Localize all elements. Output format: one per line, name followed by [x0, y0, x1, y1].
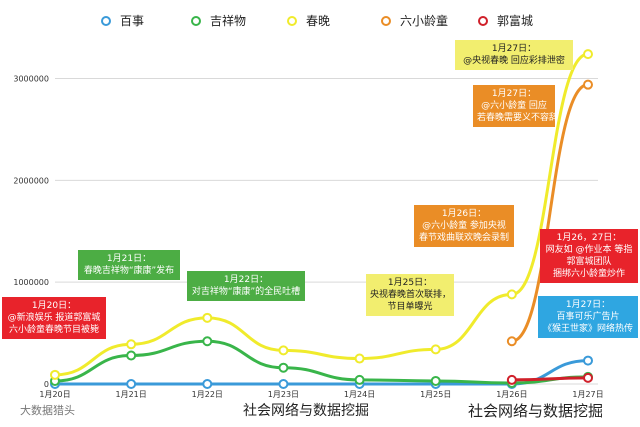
annotation-line: 若春晚需要义不容辞 — [477, 113, 559, 123]
x-tick-label: 1月25日 — [420, 390, 451, 399]
annotation-jan21: 1月21日： 春晚吉祥物“康康”发布 — [78, 250, 180, 280]
data-point — [278, 362, 289, 373]
series-line-2 — [54, 52, 589, 377]
x-tick-label: 1月27日 — [572, 390, 603, 399]
annotation-line: 1月20日： — [31, 301, 77, 311]
data-point — [126, 379, 137, 389]
watermark-center: 社会网络与数据挖掘 — [243, 403, 369, 419]
annotation-line: 节目单曝光 — [387, 302, 433, 312]
y-tick-label: 3000000 — [13, 75, 49, 84]
data-point — [202, 312, 213, 323]
annotation-line: 春节戏曲联欢晚会录制 — [418, 233, 509, 243]
annotation-jan27-pepsi: 1月27日： 百事可乐广告片《猴王世家》网络热传 — [538, 296, 638, 338]
x-tick-label: 1月23日 — [268, 390, 299, 399]
legend-label: 春晚 — [306, 14, 330, 28]
data-point — [583, 79, 593, 90]
annotation-jan27-liuxiaolingtong: 1月27日： @六小龄童 回应若春晚需要义不容辞 — [473, 85, 559, 127]
x-tick-label: 1月21日 — [116, 390, 147, 399]
annotation-jan26-liuxiaolingtong: 1月26日： @六小龄童 参加央视 春节戏曲联欢晚会录制 — [414, 205, 514, 247]
series-lines — [50, 49, 593, 389]
legend-marker — [478, 16, 488, 26]
annotation-line: 网友如 @作业本 等指 — [545, 245, 633, 255]
data-point — [506, 289, 517, 300]
annotation-jan27-chunwan: 1月27日： @央视春晚 回应彩排泄密 — [455, 40, 573, 70]
annotation-line: 央视春晚首次联排， — [370, 290, 452, 300]
annotation-line: 1月26日： — [441, 209, 487, 219]
annotation-jan26-27-guofucheng: 1月26，27日： 网友如 @作业本 等指 郭富城团队捆绑六小龄童炒作 — [540, 229, 638, 283]
annotation-line: 1月26，27日： — [556, 233, 622, 243]
data-point — [354, 353, 365, 364]
annotation-line: 1月27日： — [491, 89, 537, 99]
annotation-line: 1月22日： — [223, 275, 269, 285]
x-axis-ticks: 1月20日 1月21日 1月22日 1月23日 1月24日 1月25日 1月26日 1月27日 — [39, 390, 603, 399]
x-tick-label: 1月24日 — [344, 390, 375, 399]
data-point — [583, 355, 593, 366]
annotation-line: @新浪娱乐 报道郭富城 — [7, 313, 101, 323]
annotation-line: 捆绑六小龄童炒作 — [552, 269, 625, 279]
annotation-line: 六小龄童春晚节目被毙 — [8, 325, 99, 335]
legend-label: 吉祥物 — [210, 14, 246, 28]
x-tick-label: 1月20日 — [39, 390, 70, 399]
annotation-line: @六小龄童 回应 — [481, 101, 547, 111]
legend-label: 六小龄童 — [400, 13, 448, 28]
annotation-line: 1月21日： — [106, 254, 152, 264]
x-tick-label: 1月22日 — [192, 390, 223, 399]
series-line-3 — [511, 83, 589, 343]
legend-marker — [287, 16, 297, 26]
x-tick-label: 1月26日 — [496, 390, 527, 399]
annotation-line: 郭富城团队 — [566, 257, 612, 267]
y-tick-label: 2000000 — [13, 176, 49, 185]
legend: 百事 吉祥物 春晚 六小龄童 郭富城 — [101, 13, 533, 28]
data-point — [430, 344, 441, 355]
annotation-jan20: 1月20日： @新浪娱乐 报道郭富城 六小龄童春晚节目被毙 — [2, 297, 106, 339]
annotation-line: @央视春晚 回应彩排泄密 — [463, 56, 565, 66]
legend-label: 百事 — [120, 14, 144, 28]
data-point — [278, 379, 289, 389]
y-tick-label: 1000000 — [13, 278, 49, 287]
annotation-jan22: 1月22日： 对吉祥物“康康”的全民吐槽 — [187, 271, 305, 301]
legend-marker — [101, 16, 111, 26]
annotation-line: 对吉祥物“康康”的全民吐槽 — [191, 287, 301, 297]
annotation-line: 百事可乐广告片 — [556, 312, 620, 322]
data-point — [506, 374, 517, 385]
data-point — [278, 345, 289, 356]
watermark-right: 社会网络与数据挖掘 — [468, 402, 604, 420]
data-point — [430, 375, 441, 386]
series-line-4 — [511, 376, 589, 382]
data-point — [126, 350, 137, 361]
data-point — [354, 374, 365, 385]
data-point — [202, 379, 213, 389]
data-point — [506, 336, 517, 347]
annotation-line: @六小龄童 参加央视 — [422, 221, 506, 231]
data-point — [583, 49, 593, 60]
legend-label: 郭富城 — [497, 13, 533, 28]
data-point — [50, 369, 60, 380]
watermark-logo: 大数据猎头 — [20, 404, 75, 417]
data-point — [202, 336, 213, 347]
annotation-line: 1月27日： — [565, 300, 611, 310]
annotation-jan25: 1月25日： 央视春晚首次联排， 节目单曝光 — [366, 274, 454, 316]
data-point — [583, 372, 593, 383]
y-axis-ticks: 0 1000000 2000000 3000000 — [13, 75, 49, 389]
annotation-line: 1月25日： — [387, 278, 433, 288]
legend-marker — [191, 16, 201, 26]
annotation-line: 春晚吉祥物“康康”发布 — [83, 266, 175, 276]
data-point — [126, 339, 137, 350]
legend-marker — [381, 16, 391, 26]
annotation-line: 《猴王世家》网络热传 — [542, 324, 633, 334]
y-tick-label: 0 — [44, 380, 49, 389]
annotation-line: 1月27日： — [491, 44, 537, 54]
